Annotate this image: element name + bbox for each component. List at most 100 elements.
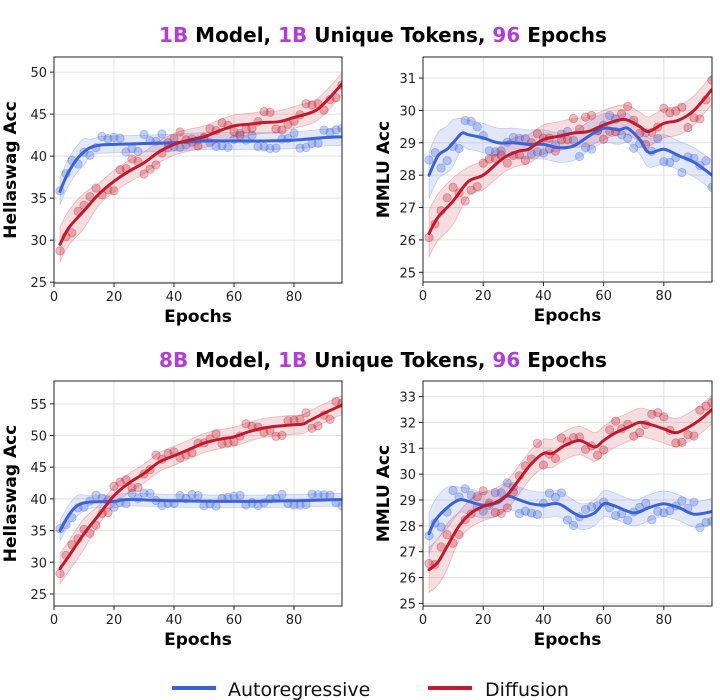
axes-frame [422,56,713,283]
scatter-point [556,488,567,498]
scatter-point [91,183,101,193]
scatter-point [562,515,573,525]
scatter-point [109,186,119,196]
scatter-point [532,509,542,520]
scatter-point [544,488,555,498]
x-axis-label: Epochs [534,630,602,650]
scatter-point [677,102,687,112]
series-line-diffusion [427,407,712,572]
scatter-point [127,154,137,164]
scatter-point [301,142,311,153]
scatter-point [611,416,621,426]
scatter-point [671,106,681,116]
series-line-autoregressive [58,135,342,193]
scatter-point [313,421,323,431]
y-tick-label: 27 [399,202,416,217]
scatter-point [301,408,311,418]
scatter-point [623,101,633,111]
scatter-point [695,114,705,124]
scatter-point [653,407,663,418]
scatter-point [145,164,155,174]
scatter-point [424,155,434,165]
scatter-point [307,100,317,110]
scatter-point [121,147,131,157]
scatter-point [229,127,239,137]
x-tick-label: 60 [226,290,243,305]
x-axis-label: Epochs [164,307,232,327]
scatter-point [442,193,452,203]
title-highlight: 96 [492,23,520,47]
scatter-point [665,108,675,118]
chart-panel-3: 0 20 40 60 80 25 30 35 40 45 50 55 Epochs Hellaswag A… [1,380,343,650]
scatter-point [235,130,245,140]
scatter-point [217,118,227,128]
scatter-point [532,147,542,157]
scatter-point [109,132,119,142]
scatter-point [301,99,311,109]
scatter-point [580,504,591,515]
scatter-point [424,558,434,569]
y-tick-label: 30 [30,234,47,249]
confidence-band-autoregressive [428,112,712,199]
scatter-point [127,483,137,493]
scatter-point [277,489,287,500]
scatter-point [586,110,597,121]
scatter-point [139,129,149,140]
chart-panel-4: 0 20 40 60 80 25 26 27 28 29 30 31 32 33 Epochs MMLU Ac… [374,380,713,650]
scatter-point [484,154,494,164]
scatter-point [448,485,458,496]
scatter-point [532,438,542,448]
scatter-point [325,490,335,500]
x-tick-label: 60 [595,613,612,628]
scatter-point [484,146,494,156]
scatter-point [265,143,275,154]
y-tick-label: 31 [399,442,416,457]
title-highlight: 1B [278,348,307,372]
axes-frame [422,380,713,607]
scatter-point [85,192,95,202]
scatter-point [580,142,591,152]
scatter-point [295,414,305,424]
scatter-point [653,133,663,144]
scatter-point [647,515,657,525]
title-text: Model, [188,348,278,372]
y-axis-label: MMLU Acc [374,445,394,542]
scatter-point [115,477,125,487]
scatter-point [466,490,476,500]
axes-frame [53,380,343,607]
legend-label-diffusion: Diffusion [485,679,569,700]
scatter-point [605,110,615,121]
x-tick-label: 80 [286,290,303,305]
scatter-point [496,146,506,156]
scatter-point [241,419,251,429]
scatter-point [259,142,269,152]
scatter-point [671,438,681,448]
scatter-point [665,505,675,516]
confidence-band-diffusion [428,394,712,594]
x-tick-label: 40 [535,289,552,304]
confidence-band-diffusion [59,72,342,263]
x-tick-label: 20 [475,613,492,628]
scatter-point [295,143,305,153]
y-tick-label: 35 [30,192,47,207]
scatter-point [623,133,633,143]
y-tick-label: 25 [30,588,47,603]
title-highlight: 1B [159,23,188,47]
y-tick-label: 26 [399,572,416,587]
x-tick-label: 80 [656,613,673,628]
scatter-point [502,478,512,488]
y-tick-label: 40 [30,493,47,508]
scatter-point [325,414,335,424]
x-tick-label: 20 [475,289,492,304]
confidence-band-diffusion [428,74,712,259]
scatter-point [689,497,699,507]
scatter-point [235,128,245,139]
scatter-point [502,503,512,513]
scatter-point [514,508,524,519]
scatter-point [562,135,573,145]
scatter-point [538,460,549,470]
scatter-point [496,488,506,498]
x-tick-label: 40 [166,290,183,305]
x-tick-label: 40 [166,613,183,628]
row-title-1: 1B Model, 1B Unique Tokens, 96 Epochs [159,23,607,47]
